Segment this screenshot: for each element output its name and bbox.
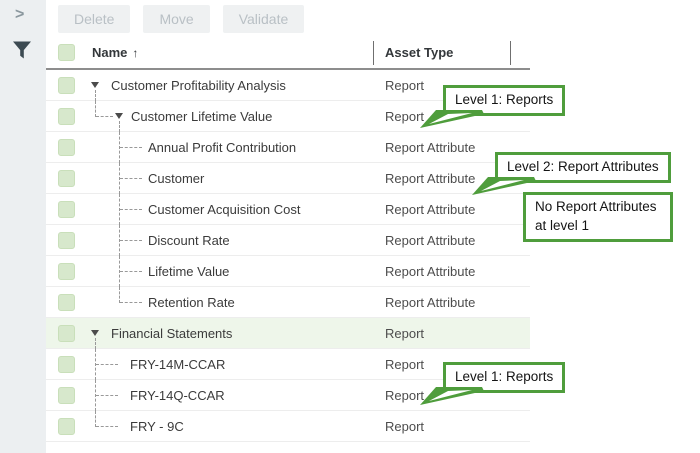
tree-connector-line [120, 271, 142, 272]
column-divider[interactable] [510, 41, 511, 65]
tree-connector-line [119, 121, 120, 132]
tree-connector-line [119, 194, 120, 225]
tree-connector-line [96, 426, 118, 427]
asset-name[interactable]: Customer [148, 171, 205, 186]
asset-type-value: Report Attribute [385, 202, 476, 217]
table-body: Customer Profitability Analysis Report Cus… [46, 70, 530, 442]
column-divider[interactable] [373, 41, 374, 65]
row-checkbox[interactable] [58, 325, 75, 342]
table-row[interactable]: Customer Acquisition Cost Report Attribut… [46, 194, 530, 225]
asset-name[interactable]: Discount Rate [148, 233, 230, 248]
row-checkbox[interactable] [58, 108, 75, 125]
move-button[interactable]: Move [143, 5, 210, 33]
table-header: Name ↑ Asset Type [46, 36, 530, 70]
asset-name[interactable]: FRY-14Q-CCAR [130, 388, 225, 403]
asset-name[interactable]: Lifetime Value [148, 264, 230, 279]
row-checkbox[interactable] [58, 356, 75, 373]
tree-connector-line [120, 302, 142, 303]
row-checkbox[interactable] [58, 139, 75, 156]
asset-table: Name ↑ Asset Type Customer Profitability … [46, 36, 530, 442]
expand-panel-chevron-icon[interactable]: > [15, 6, 25, 23]
asset-name[interactable]: Customer Lifetime Value [131, 109, 273, 124]
asset-type-value: Report [385, 78, 425, 93]
tree-connector-line [119, 256, 120, 287]
tree-connector-line [120, 209, 142, 210]
callout-tail-pointer [420, 109, 484, 130]
asset-type-value: Report Attribute [385, 295, 476, 310]
annotation-text: Level 2: Report Attributes [507, 159, 659, 174]
table-row[interactable]: Customer Report Attribute [46, 163, 530, 194]
row-checkbox[interactable] [58, 263, 75, 280]
name-column-label: Name [92, 45, 128, 60]
tree-connector-line [95, 90, 96, 101]
asset-name[interactable]: Financial Statements [111, 326, 233, 341]
asset-type-value: Report Attribute [385, 264, 476, 279]
row-checkbox[interactable] [58, 387, 75, 404]
annotation-callout: Level 1: Reports [420, 85, 566, 128]
tree-connector-line [96, 364, 118, 365]
asset-type-value: Report Attribute [385, 140, 476, 155]
row-checkbox[interactable] [58, 77, 75, 94]
tree-connector-line [119, 132, 120, 163]
asset-name[interactable]: Customer Acquisition Cost [148, 202, 301, 217]
table-row[interactable]: Discount Rate Report Attribute [46, 225, 530, 256]
filter-icon[interactable] [10, 38, 34, 67]
tree-connector-line [96, 395, 118, 396]
asset-type-value: Report Attribute [385, 233, 476, 248]
tree-connector-line [119, 225, 120, 256]
annotation-callout: No Report Attributes at level 1 [523, 192, 673, 242]
row-checkbox[interactable] [58, 170, 75, 187]
row-checkbox[interactable] [58, 418, 75, 435]
table-row[interactable]: Financial Statements Report [46, 318, 530, 349]
annotation-callout: Level 2: Report Attributes [472, 152, 671, 195]
row-checkbox[interactable] [58, 232, 75, 249]
tree-connector-line [96, 116, 113, 117]
tree-connector-line [120, 147, 142, 148]
sort-ascending-icon[interactable]: ↑ [132, 46, 139, 60]
callout-tail-pointer [420, 386, 484, 407]
tree-connector-line [120, 240, 142, 241]
annotation-text: Level 1: Reports [455, 92, 554, 107]
collapse-triangle-icon[interactable] [91, 82, 99, 88]
asset-type-value: Report [385, 109, 425, 124]
asset-name[interactable]: Customer Profitability Analysis [111, 78, 286, 93]
table-row[interactable]: Annual Profit Contribution Report Attribu… [46, 132, 530, 163]
collapse-triangle-icon[interactable] [91, 330, 99, 336]
annotation-text: No Report Attributes at level 1 [535, 199, 657, 233]
asset-name[interactable]: FRY-14M-CCAR [130, 357, 226, 372]
row-checkbox[interactable] [58, 201, 75, 218]
delete-button[interactable]: Delete [58, 5, 131, 33]
table-row[interactable]: FRY - 9C Report [46, 411, 530, 442]
validate-button[interactable]: Validate [222, 5, 305, 33]
asset-name[interactable]: FRY - 9C [130, 419, 184, 434]
tree-connector-line [120, 178, 142, 179]
tree-connector-line [95, 411, 96, 427]
toolbar: Delete Move Validate [58, 5, 305, 33]
asset-type-value: Report [385, 326, 425, 341]
table-row[interactable]: FRY-14Q-CCAR Report [46, 380, 530, 411]
table-row[interactable]: Retention Rate Report Attribute [46, 287, 530, 318]
annotation-text: Level 1: Reports [455, 369, 554, 384]
asset-type-value: Report [385, 419, 425, 434]
callout-tail-pointer [472, 176, 536, 197]
tree-connector-line [95, 101, 96, 117]
row-checkbox[interactable] [58, 294, 75, 311]
tree-connector-line [119, 287, 120, 303]
table-row[interactable]: Lifetime Value Report Attribute [46, 256, 530, 287]
asset-type-value: Report Attribute [385, 171, 476, 186]
asset-type-value: Report [385, 357, 425, 372]
annotation-callout: Level 1: Reports [420, 362, 566, 405]
collapse-triangle-icon[interactable] [115, 113, 123, 119]
asset-type-value: Report [385, 388, 425, 403]
tree-connector-line [95, 338, 96, 349]
column-header-asset-type[interactable]: Asset Type [385, 45, 454, 60]
column-header-name[interactable]: Name ↑ [92, 45, 138, 60]
asset-name[interactable]: Annual Profit Contribution [148, 140, 297, 155]
tree-connector-line [119, 163, 120, 194]
tree-connector-line [95, 349, 96, 380]
tree-connector-line [95, 380, 96, 411]
asset-name[interactable]: Retention Rate [148, 295, 235, 310]
left-panel: > [0, 0, 46, 453]
select-all-checkbox[interactable] [58, 44, 75, 61]
